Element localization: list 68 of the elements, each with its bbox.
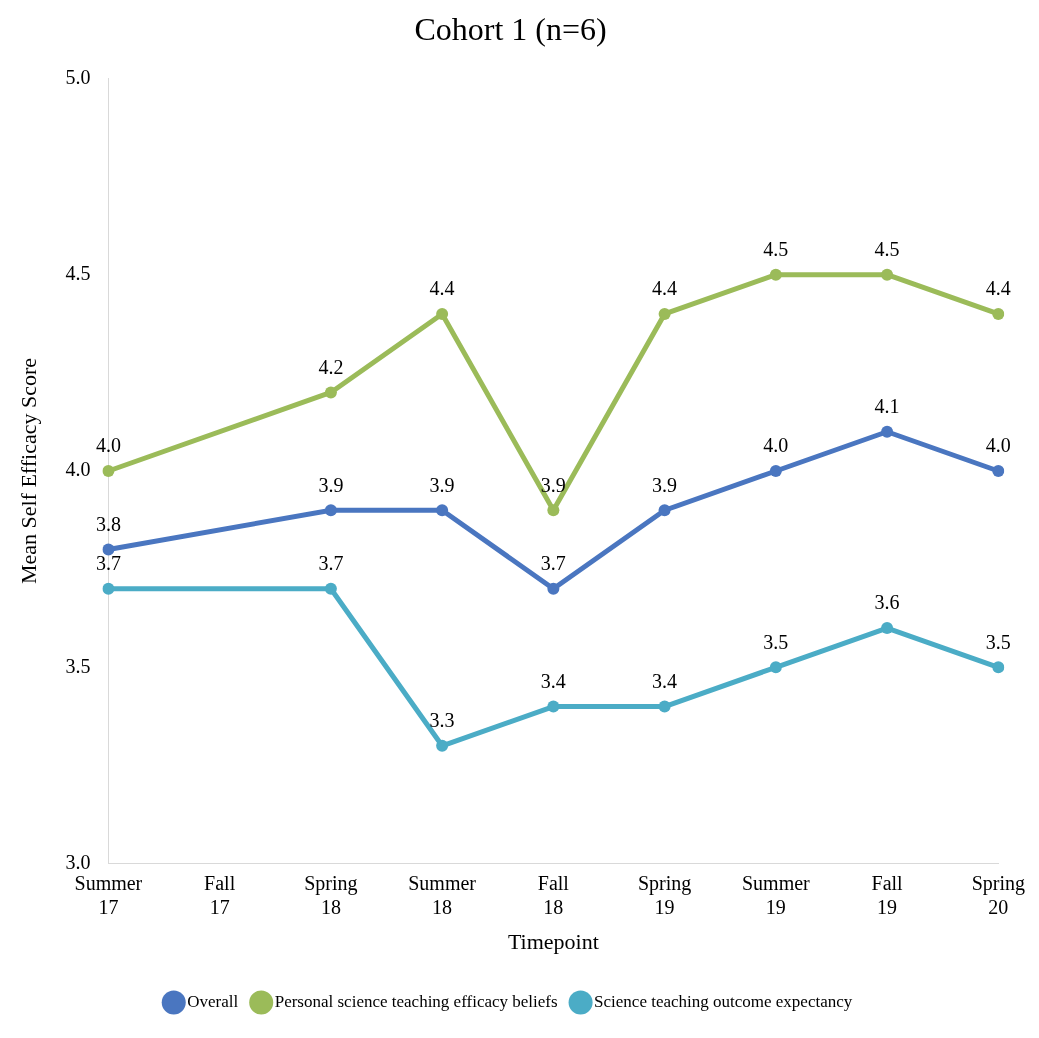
x-tick-label: Fall 17 bbox=[204, 871, 236, 918]
x-tick-label: Spring 19 bbox=[637, 871, 692, 918]
data-label: 3.4 bbox=[652, 669, 678, 692]
y-tick-label: 4.0 bbox=[65, 458, 91, 481]
point bbox=[436, 307, 449, 320]
point bbox=[102, 582, 115, 595]
data-label: 4.1 bbox=[874, 394, 900, 417]
point bbox=[881, 425, 894, 438]
point bbox=[992, 661, 1005, 674]
point bbox=[547, 504, 560, 517]
point bbox=[547, 582, 560, 595]
legend-label: Personal science teaching efficacy beliefs bbox=[274, 991, 558, 1011]
point bbox=[324, 386, 337, 399]
data-label: 3.9 bbox=[318, 473, 344, 496]
point bbox=[324, 582, 337, 595]
point bbox=[881, 268, 894, 281]
x-tick-label: Summer 19 bbox=[741, 871, 811, 918]
x-tick-label: Spring 18 bbox=[304, 871, 358, 918]
x-tick-label: Fall 19 bbox=[871, 871, 904, 918]
point bbox=[769, 268, 782, 281]
x-tick-label: Summer 18 bbox=[408, 871, 477, 918]
y-tick-label: 4.5 bbox=[65, 261, 91, 284]
data-label: 3.5 bbox=[985, 630, 1011, 653]
legend-label: Overall bbox=[187, 991, 239, 1011]
point bbox=[547, 700, 560, 713]
point bbox=[436, 739, 449, 752]
data-label: 4.2 bbox=[318, 355, 344, 378]
data-label: 3.5 bbox=[763, 630, 789, 653]
point bbox=[102, 543, 115, 556]
x-tick-label: Summer 17 bbox=[74, 871, 143, 918]
x-axis-title: Timepoint bbox=[507, 928, 599, 954]
y-tick-label: 5.0 bbox=[65, 65, 91, 88]
point bbox=[992, 307, 1005, 320]
chart-title: Cohort 1 (n=6) bbox=[414, 10, 607, 47]
point bbox=[658, 504, 671, 517]
data-label: 3.9 bbox=[540, 473, 566, 496]
data-label: 4.0 bbox=[985, 434, 1011, 457]
data-label: 4.4 bbox=[429, 277, 455, 300]
data-label: 3.7 bbox=[540, 552, 566, 575]
data-label: 3.7 bbox=[318, 552, 344, 575]
y-axis-title: Mean Self Efficacy Score bbox=[15, 357, 41, 585]
point bbox=[102, 465, 115, 477]
point bbox=[658, 700, 671, 713]
data-label: 3.3 bbox=[429, 709, 455, 732]
data-label: 3.9 bbox=[652, 473, 678, 496]
data-label: 3.6 bbox=[874, 591, 900, 614]
data-label: 4.0 bbox=[763, 434, 789, 457]
data-label: 3.9 bbox=[429, 473, 455, 496]
data-label: 3.4 bbox=[540, 669, 566, 692]
point bbox=[881, 622, 894, 635]
data-label: 4.4 bbox=[652, 277, 678, 300]
data-label: 4.5 bbox=[874, 237, 900, 260]
data-label: 4.5 bbox=[763, 237, 789, 260]
point bbox=[324, 504, 337, 517]
legend-label: Science teaching outcome expectancy bbox=[594, 991, 853, 1011]
point bbox=[769, 465, 782, 477]
point bbox=[992, 465, 1005, 477]
point bbox=[436, 504, 449, 517]
data-label: 3.8 bbox=[95, 512, 121, 535]
point bbox=[769, 661, 782, 674]
data-label: 3.7 bbox=[95, 552, 121, 575]
y-tick-label: 3.0 bbox=[65, 850, 91, 873]
point bbox=[658, 307, 671, 320]
data-label: 4.4 bbox=[985, 277, 1011, 300]
data-label: 4.0 bbox=[95, 434, 121, 457]
y-tick-label: 3.5 bbox=[65, 654, 91, 677]
x-tick-label: Fall 18 bbox=[537, 871, 570, 918]
x-tick-label: Spring 20 bbox=[971, 871, 1025, 918]
